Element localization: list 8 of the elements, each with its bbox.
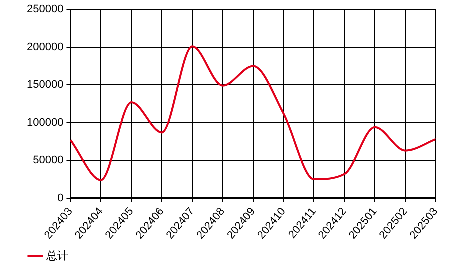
y-tick-label: 100000 (26, 116, 64, 129)
legend-label: 总计 (46, 249, 68, 262)
y-tick-label: 150000 (26, 79, 64, 92)
y-tick-label: 0 (58, 192, 64, 204)
y-tick-label: 250000 (26, 4, 64, 16)
y-tick-label: 50000 (33, 154, 64, 167)
line-series (70, 46, 437, 182)
y-tick-label: 200000 (26, 41, 64, 54)
